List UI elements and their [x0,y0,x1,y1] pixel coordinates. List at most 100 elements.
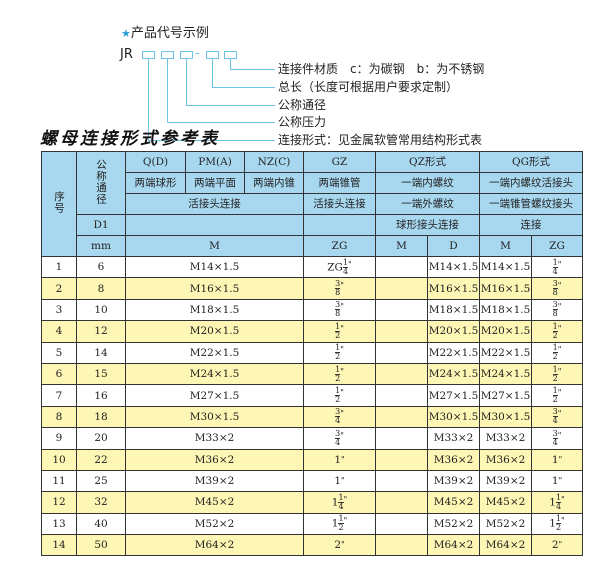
fraction-numerator: 1 [552,364,558,375]
fraction-numerator: 3 [335,279,341,290]
inch-mark: " [341,476,345,486]
code-slot [161,51,174,59]
header-qg: QG形式 [479,151,583,173]
cell-m: M39×2 [125,469,304,493]
header-q: Q(D) [125,151,186,173]
cell-qg-m: M52×2 [479,512,532,536]
leader-line [186,59,187,105]
cell-no: 10 [41,448,77,471]
header-mm: mm [76,235,126,257]
table-row: 6 15 M24×1.5 1 2 " M24×1.5 M24×1.5 1 2 " [41,362,583,386]
cell-zg: 3 8 " [303,298,376,322]
table-row: 10 22 M36×2 1" M36×2 M36×2 1" [41,448,583,471]
inch-mark: " [557,281,562,291]
cell-qg-zg: 3 8 " [531,298,583,322]
header-nominal: 公称通径 [76,151,126,215]
cell-no: 11 [41,469,77,493]
cell-qg-zg: 1 1 2 " [531,512,583,536]
table-row: 5 14 M22×1.5 1 2 " M22×1.5 M22×1.5 1 2 " [41,341,583,364]
cell-qg-m: M16×1.5 [479,277,532,300]
zg-whole: 1 [551,475,559,488]
table-row: 7 16 M27×1.5 1 2 " M27×1.5 M27×1.5 1 2 " [41,384,583,407]
leader-line [186,105,275,106]
inch-mark: " [561,516,565,526]
cell-qg-m: M33×2 [479,427,532,450]
cell-m: M30×1.5 [125,405,304,429]
inch-mark: " [348,259,352,269]
code-slot [180,51,193,59]
header-qg-m: M [479,235,532,257]
fraction-denominator: 2 [335,330,341,340]
code-slot [142,51,155,59]
cell-qz-m [375,298,428,322]
cell-m: M33×2 [125,427,304,450]
zg-whole: 1 [334,453,341,466]
fraction-numerator: 1 [552,386,558,397]
cell-qz-d: M33×2 [427,427,480,450]
inch-mark: " [557,345,562,355]
table-row: 13 40 M52×2 1 1 2 " M52×2 M52×2 1 1 2 " [41,512,583,536]
header-gz-desc: 两端锥管 [303,172,376,194]
fraction-denominator: 4 [552,416,558,426]
table-row: 12 32 M45×2 1 1 4 " M45×2 M45×2 1 1 4 " [41,491,583,514]
legend-label-material: 连接件材质 c：为碳钢 b：为不锈钢 [278,62,485,76]
header-qz-desc1: 一端内螺纹 [375,172,480,194]
legend-label-diameter: 公称通径 [278,98,327,112]
leader-line [148,59,149,140]
fraction-denominator: 4 [338,501,344,511]
cell-qz-m [375,277,428,300]
cell-qz-m [375,341,428,364]
zg-whole: 1 [331,517,339,530]
leader-line [167,122,275,123]
cell-no: 14 [41,534,77,557]
cell-qg-zg: 1 2 " [531,362,583,386]
cell-m: M22×1.5 [125,341,304,364]
cell-m: M27×1.5 [125,384,304,407]
fraction-numerator: 3 [552,279,558,290]
fraction-numerator: 3 [335,407,341,418]
cell-dn: 15 [76,362,126,386]
fraction-denominator: 4 [342,266,349,276]
fraction-numerator: 1 [552,321,558,332]
cell-zg: 1 1 2 " [303,512,376,536]
cell-qz-d: M36×2 [427,448,480,471]
cell-no: 1 [41,255,77,279]
inch-mark: " [343,516,348,526]
inch-mark: " [341,540,345,550]
cell-no: 7 [41,384,77,407]
header-q-desc: 两端球形 [125,172,186,194]
nut-connection-table: 序号 公称通径 Q(D) PM(A) NZ(C) GZ QZ形式 QG形式 两端… [41,151,583,557]
cell-dn: 6 [76,255,126,279]
zg-whole: 1 [549,517,556,530]
cell-zg: 1 2 " [303,341,376,364]
fraction-denominator: 4 [335,416,341,426]
leader-line [212,59,213,87]
header-blank [303,214,376,236]
cell-m: M18×1.5 [125,298,304,322]
leader-line [148,140,275,141]
cell-qg-zg: 2" [531,534,583,557]
cell-no: 9 [41,427,77,450]
cell-qz-m [375,320,428,343]
fraction-numerator: 1 [335,343,341,354]
zg-whole: 2 [551,539,559,552]
inch-mark: " [340,409,344,419]
leader-line [230,59,231,69]
cell-qg-m: M27×1.5 [479,384,532,407]
cell-m: M36×2 [125,448,304,471]
cell-zg: 1 2 " [303,384,376,407]
cell-qz-d: M27×1.5 [427,384,480,407]
inch-mark: " [558,540,563,550]
cell-m: M64×2 [125,534,304,557]
code-slot [206,51,219,59]
table-row: 9 20 M33×2 3 4 " M33×2 M33×2 3 4 " [41,427,583,450]
inch-mark: " [343,494,348,504]
